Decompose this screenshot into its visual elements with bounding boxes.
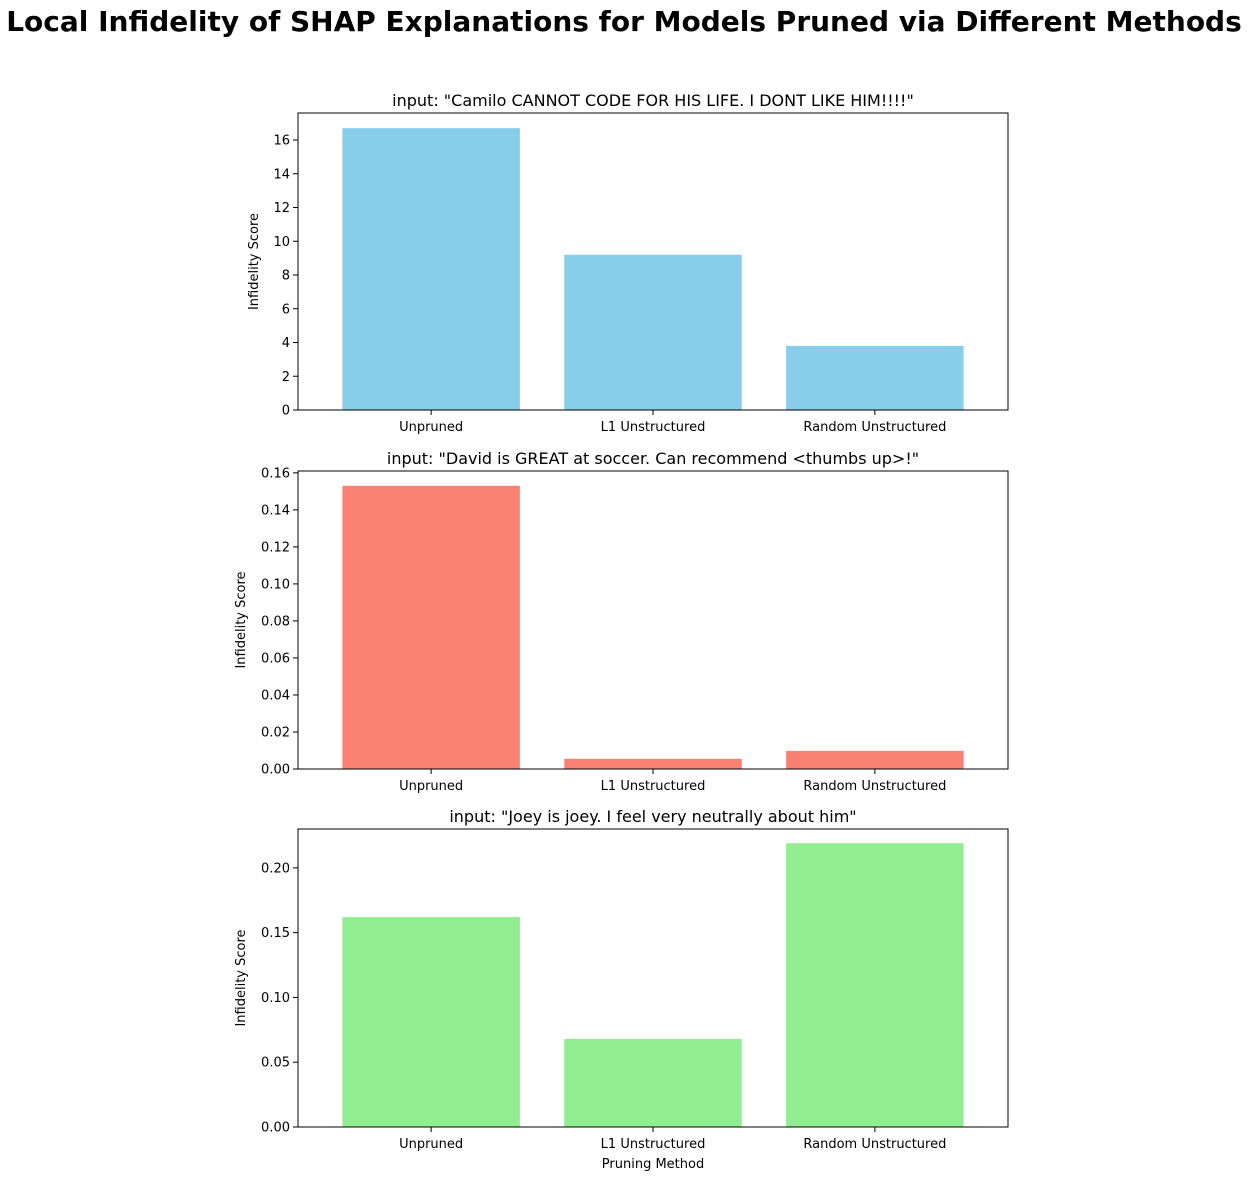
bar — [786, 345, 964, 410]
y-tick-label: 0.10 — [261, 577, 290, 592]
y-axis-label: Infidelity Score — [234, 571, 249, 668]
y-tick-label: 0.20 — [261, 861, 290, 876]
bar — [342, 128, 520, 410]
bar — [564, 758, 742, 769]
x-axis-label: Pruning Method — [602, 1157, 704, 1172]
bar — [564, 1038, 742, 1127]
y-tick-label: 12 — [273, 201, 290, 216]
y-axis-label: Infidelity Score — [247, 213, 262, 310]
y-tick-label: 0.05 — [261, 1056, 290, 1071]
y-tick-label: 0 — [282, 404, 290, 419]
y-tick-label: 2 — [282, 370, 290, 385]
y-tick-label: 0.15 — [261, 926, 290, 941]
y-tick-label: 0.14 — [261, 503, 290, 518]
y-tick-label: 16 — [273, 134, 290, 149]
x-tick-label: L1 Unstructured — [601, 779, 706, 794]
y-axis-label: Infidelity Score — [234, 929, 249, 1026]
subplot-title: input: "David is GREAT at soccer. Can re… — [387, 449, 919, 468]
x-tick-label: Unpruned — [399, 779, 463, 794]
x-tick-label: Random Unstructured — [803, 1137, 946, 1152]
x-tick-label: L1 Unstructured — [601, 420, 706, 435]
y-tick-label: 4 — [282, 336, 290, 351]
y-tick-label: 14 — [273, 167, 290, 182]
y-tick-label: 10 — [273, 235, 290, 250]
bar — [786, 750, 964, 769]
subplot-title: input: "Joey is joey. I feel very neutra… — [449, 807, 856, 826]
bar — [564, 254, 742, 410]
subplot-title: input: "Camilo CANNOT CODE FOR HIS LIFE.… — [392, 91, 914, 110]
y-tick-label: 6 — [282, 302, 290, 317]
y-tick-label: 0.02 — [261, 725, 290, 740]
x-tick-label: Random Unstructured — [803, 420, 946, 435]
x-tick-label: L1 Unstructured — [601, 1137, 706, 1152]
y-tick-label: 0.12 — [261, 540, 290, 555]
bar — [786, 843, 964, 1127]
y-tick-label: 0.16 — [261, 466, 290, 481]
bar — [342, 917, 520, 1127]
y-tick-label: 0.06 — [261, 651, 290, 666]
bar — [342, 485, 520, 769]
y-tick-label: 0.00 — [261, 763, 290, 778]
x-tick-label: Random Unstructured — [803, 779, 946, 794]
x-tick-label: Unpruned — [399, 1137, 463, 1152]
y-tick-label: 0.04 — [261, 688, 290, 703]
x-tick-label: Unpruned — [399, 420, 463, 435]
y-tick-label: 0.10 — [261, 991, 290, 1006]
y-tick-label: 8 — [282, 269, 290, 284]
y-tick-label: 0.08 — [261, 614, 290, 629]
y-tick-label: 0.00 — [261, 1121, 290, 1136]
figure-title: Local Infidelity of SHAP Explanations fo… — [6, 5, 1242, 38]
